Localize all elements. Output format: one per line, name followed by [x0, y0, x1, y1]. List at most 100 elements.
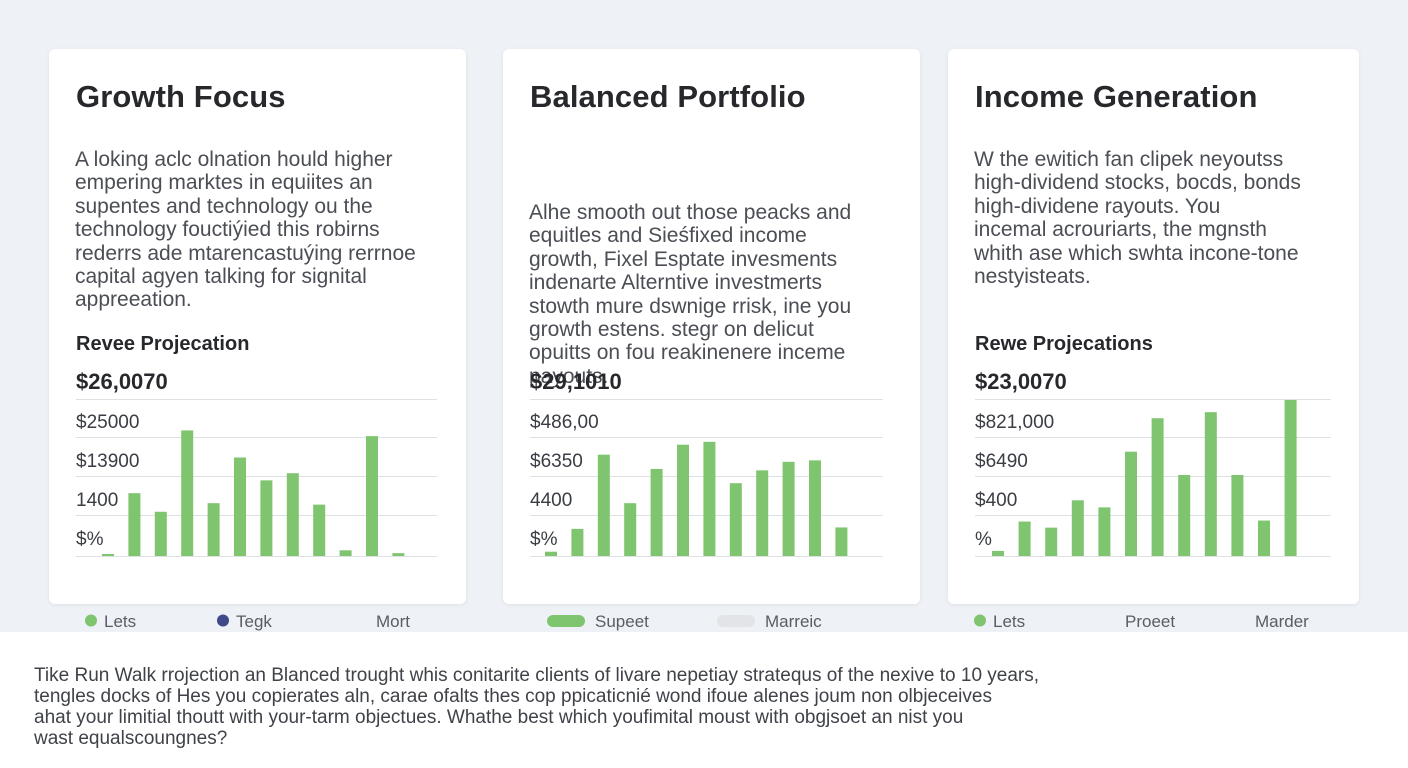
- description-line: rederrs ade mtarencastuýing rerrnoe: [75, 241, 416, 265]
- description-line: high-dividene rayouts. You: [974, 194, 1221, 218]
- description-line: appreeation.: [75, 288, 192, 312]
- bar: [1125, 451, 1137, 556]
- bar: [339, 550, 352, 556]
- footer-text: Tike Run Walk rrojection an Blanced trou…: [34, 665, 1374, 749]
- bar: [545, 551, 557, 556]
- chart-svg: $25000 $13900 1400 $% Lets Tegk Mort: [76, 399, 437, 631]
- legend-label: Supeet: [595, 612, 649, 631]
- bar: [260, 480, 273, 556]
- description-line: payouts.: [529, 364, 609, 388]
- bar: [703, 441, 716, 556]
- legend-label: Mort: [376, 612, 410, 631]
- card-growth-focus: Growth Focus A loking aclc olnation houl…: [49, 49, 466, 631]
- y-tick-label: %: [975, 529, 992, 550]
- y-tick-label: $%: [76, 529, 104, 550]
- bar: [392, 553, 405, 556]
- legend-label: Lets: [993, 612, 1025, 631]
- legend-swatch: [547, 615, 585, 627]
- y-tick-label: $400: [975, 490, 1017, 511]
- bar: [286, 473, 299, 556]
- description-line: growth estens. stegr on delicut: [529, 318, 814, 342]
- legend-label: Proeet: [1125, 612, 1175, 631]
- y-tick-label: $821,000: [975, 412, 1054, 433]
- bar: [677, 444, 689, 556]
- description-line: supentes and technology ou the: [75, 194, 373, 218]
- bar: [1151, 418, 1164, 556]
- bar: [571, 528, 584, 556]
- description-line: high-dividend stocks, bocds, bonds: [974, 171, 1301, 195]
- description-line: equitles and Sieśfixed income: [529, 224, 807, 248]
- bar: [1178, 474, 1191, 556]
- card-title: Balanced Portfolio: [530, 79, 806, 114]
- description-line: opuitts on fou reakinenere inceme: [529, 341, 846, 365]
- bar: [366, 436, 378, 556]
- bar: [782, 461, 795, 556]
- projection-label: Rewe Projecations: [975, 333, 1153, 355]
- description-line: technology fouctiýied this robirns: [75, 218, 380, 242]
- legend-label: Tegk: [236, 612, 272, 631]
- bar: [809, 460, 821, 556]
- description-line: Alhe smooth out those peacks and: [529, 201, 852, 224]
- bar: [1231, 474, 1244, 556]
- bar: [102, 554, 114, 556]
- bar: [992, 550, 1004, 556]
- bar: [650, 468, 663, 556]
- projection-total: $29,1010: [530, 369, 622, 394]
- y-tick-label: $25000: [76, 412, 139, 433]
- bar: [1098, 507, 1111, 556]
- bar: [1204, 412, 1217, 556]
- legend-label: Marder: [1255, 612, 1309, 631]
- bar: [1258, 520, 1270, 556]
- revenue-chart: $821,000 $6490 $400% Lets Proeet Marder: [948, 399, 1365, 644]
- description-line: incemal acrouriarts, the mgnsth: [974, 218, 1267, 242]
- footer-line: Tike Run Walk rrojection an Blanced trou…: [34, 665, 1040, 686]
- description-line: empering marktes in equiites an: [75, 171, 373, 195]
- description-line: A loking aclc olnation hould higher: [75, 148, 393, 171]
- card-balanced-portfolio: Balanced Portfolio Alhe smooth out those…: [503, 49, 920, 631]
- y-tick-label: $%: [530, 529, 558, 550]
- description-line: W the ewitich fan clipek neyoutss: [974, 148, 1284, 171]
- legend-label: Lets: [104, 612, 136, 631]
- legend-swatch: [717, 615, 755, 627]
- bar: [1284, 400, 1297, 556]
- projection-total: $26,0070: [76, 369, 168, 394]
- description-line: whith ase which swhta incone-tone: [974, 241, 1299, 265]
- bar: [624, 503, 637, 556]
- footer-line: wast equalscoungnes?: [34, 728, 228, 749]
- y-tick-label: $13900: [76, 451, 139, 472]
- bar: [1071, 500, 1084, 556]
- card-description: Alhe smooth out those peacks and equitle…: [529, 201, 889, 388]
- revenue-chart: $486,00 $6350 4400 $% Supeet Marreic: [503, 399, 920, 644]
- bar: [1045, 527, 1058, 556]
- description-line: growth, Fixel Esptate invesments: [529, 247, 838, 271]
- description-line: capital agyen talking for signital: [75, 265, 367, 289]
- footer-line: tengles docks of Hes you copierates aln,…: [34, 686, 992, 707]
- bar: [154, 511, 167, 556]
- card-title: Income Generation: [975, 79, 1258, 114]
- bar: [207, 503, 220, 556]
- strategy-cards: Growth Focus A loking aclc olnation houl…: [49, 49, 1359, 631]
- footer-line: ahat your limitial thoutt with your-tarm…: [34, 707, 964, 728]
- bar: [756, 470, 769, 556]
- description-line: nestyisteats.: [974, 265, 1091, 289]
- y-tick-label: 4400: [530, 490, 572, 511]
- revenue-chart: $25000 $13900 1400 $% Lets Tegk Mort: [49, 399, 466, 644]
- description-line: stowth mure dswnige rrisk, ine you: [529, 294, 852, 318]
- bar: [128, 493, 141, 556]
- y-tick-label: $6350: [530, 451, 583, 472]
- footer-panel: Tike Run Walk rrojection an Blanced trou…: [0, 632, 1408, 768]
- card-title: Growth Focus: [76, 79, 286, 114]
- projection-label: Revee Projecation: [76, 333, 250, 355]
- bar: [835, 527, 848, 556]
- bar: [313, 504, 326, 556]
- card-description: A loking aclc olnation hould higher empe…: [75, 148, 435, 312]
- legend-dot: [217, 614, 229, 627]
- chart-svg: $821,000 $6490 $400% Lets Proeet Marder: [974, 399, 1331, 631]
- bar: [234, 457, 246, 556]
- legend-label: Marreic: [765, 612, 822, 631]
- y-tick-label: $486,00: [530, 412, 599, 433]
- y-tick-label: 1400: [76, 490, 118, 511]
- card-description: W the ewitich fan clipek neyoutss high-d…: [974, 148, 1334, 288]
- bar: [181, 430, 194, 556]
- chart-svg: $486,00 $6350 4400 $% Supeet Marreic: [530, 399, 883, 631]
